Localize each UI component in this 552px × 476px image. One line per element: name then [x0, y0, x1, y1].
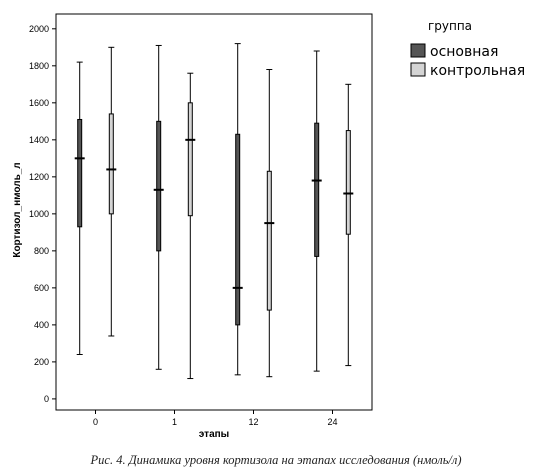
- legend-label-main: основная: [430, 44, 498, 60]
- y-tick-label: 200: [34, 357, 49, 367]
- y-tick-label: 0: [44, 394, 49, 404]
- x-tick-label: 1: [172, 417, 177, 427]
- box-series-group: [74, 43, 354, 380]
- iqr-box: [77, 118, 83, 228]
- iqr-box: [345, 130, 351, 235]
- y-tick-label: 1000: [29, 209, 49, 219]
- y-tick-label: 800: [34, 246, 49, 256]
- figure-caption: Рис. 4. Динамика уровня кортизола на эта…: [90, 453, 462, 467]
- y-tick-label: 400: [34, 320, 49, 330]
- y-axis: 0 200 400 600 800 1000 1200 1400 1600 1800 2000: [29, 24, 56, 404]
- legend-swatch-control: [410, 62, 426, 77]
- legend-swatch-main: [410, 43, 426, 58]
- y-tick-label: 1600: [29, 98, 49, 108]
- iqr-box: [314, 122, 320, 257]
- y-tick-label: 1200: [29, 172, 49, 182]
- y-tick-label: 1400: [29, 135, 49, 145]
- x-tick-label: 12: [248, 417, 258, 427]
- iqr-box: [235, 133, 241, 326]
- iqr-box: [108, 113, 114, 215]
- x-axis: 0 1 12 24: [93, 410, 338, 427]
- legend: группа основная контрольная: [410, 19, 525, 79]
- iqr-box: [156, 120, 162, 252]
- y-tick-label: 600: [34, 283, 49, 293]
- y-axis-title: Кортизол_нмоль_л: [12, 162, 23, 257]
- iqr-box: [187, 102, 193, 217]
- y-tick-label: 2000: [29, 24, 49, 34]
- x-axis-title: этапы: [199, 429, 229, 440]
- iqr-box: [266, 170, 272, 311]
- legend-title: группа: [428, 19, 472, 33]
- legend-label-control: контрольная: [430, 63, 525, 79]
- y-tick-label: 1800: [29, 61, 49, 71]
- x-tick-label: 0: [93, 417, 98, 427]
- x-tick-label: 24: [327, 417, 337, 427]
- plot-frame: [55, 13, 373, 411]
